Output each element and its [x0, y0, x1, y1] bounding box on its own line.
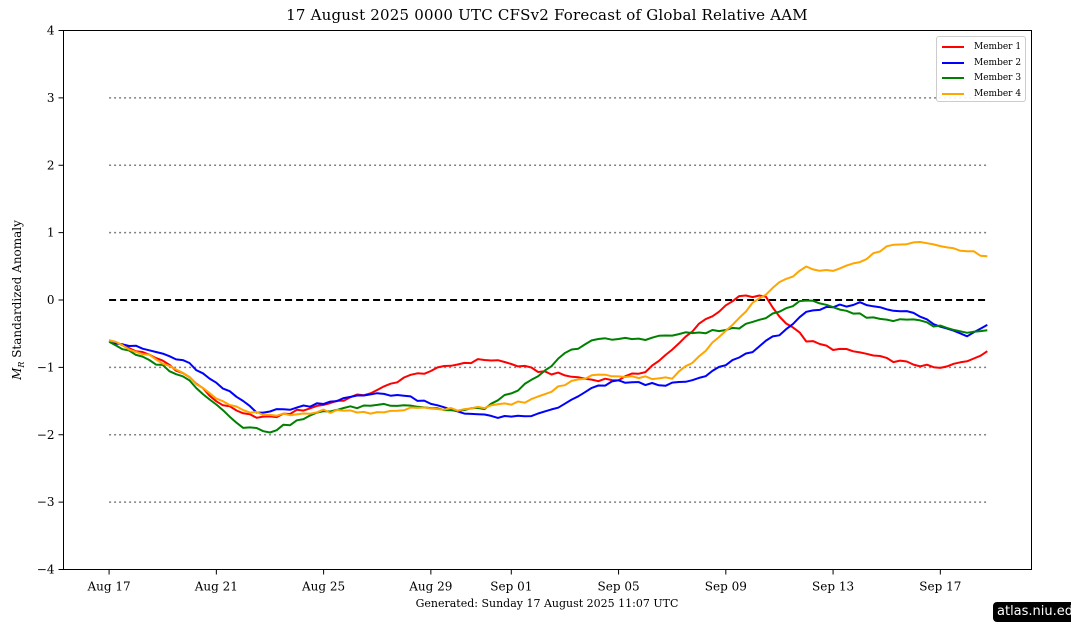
- legend-swatch: [942, 61, 964, 64]
- x-tick-label: Aug 17: [86, 580, 130, 594]
- y-tick-label: −4: [37, 563, 55, 577]
- y-tick-label: −2: [37, 428, 55, 442]
- y-tick-label: 0: [47, 293, 55, 307]
- chart-title: 17 August 2025 0000 UTC CFSv2 Forecast o…: [286, 6, 808, 24]
- legend-item: Member 3: [942, 71, 1021, 85]
- x-tick-label: Sep 05: [598, 580, 640, 594]
- x-tick-label: Sep 17: [919, 580, 961, 594]
- x-tick-label: Sep 09: [705, 580, 747, 594]
- y-tick-label: −1: [37, 360, 55, 374]
- legend-label: Member 4: [974, 88, 1022, 99]
- series-line-member-1: [108, 294, 988, 419]
- legend-item: Member 2: [942, 56, 1021, 70]
- series-layer: [108, 241, 988, 434]
- y-axis-label-symbol: M: [9, 367, 24, 380]
- series-line-member-4: [108, 241, 988, 417]
- legend-item: Member 1: [942, 40, 1021, 54]
- x-tick-label: Sep 01: [490, 580, 532, 594]
- x-tick-label: Sep 13: [812, 580, 854, 594]
- y-axis-label-text: Standardized Anomaly: [9, 220, 24, 362]
- legend-swatch: [942, 46, 964, 48]
- series-line-member-3: [108, 299, 988, 434]
- x-tick-label: Aug 29: [408, 580, 452, 594]
- legend-swatch: [942, 77, 964, 79]
- legend-label: Member 1: [974, 42, 1022, 52]
- series-line-member-2: [108, 301, 988, 419]
- y-tick-label: 1: [47, 226, 55, 240]
- x-tick-label: Aug 21: [194, 580, 238, 594]
- legend-label: Member 3: [974, 73, 1022, 83]
- y-tick-label: 3: [47, 91, 55, 105]
- y-axis-label-subscript: R: [17, 361, 27, 368]
- generated-timestamp: Generated: Sunday 17 August 2025 11:07 U…: [415, 597, 679, 610]
- legend: Member 1 Member 2 Member 3 Member 4: [936, 36, 1026, 102]
- legend-item: Member 4: [942, 87, 1021, 101]
- legend-label: Member 2: [974, 57, 1022, 68]
- y-tick-label: 4: [47, 24, 55, 38]
- x-axis: Aug 17 Aug 21 Aug 25 Aug 29 Sep 01 Sep 05 Sep …: [86, 569, 961, 594]
- y-tick-label: 2: [47, 158, 55, 172]
- reference-lines: [109, 97, 988, 503]
- legend-swatch: [942, 92, 964, 95]
- source-badge[interactable]: atlas.niu.edu: [993, 602, 1071, 622]
- y-axis: 4 3 2 1 0 −1 −2 −3 −4: [37, 24, 64, 577]
- y-tick-label: −3: [37, 495, 55, 509]
- x-tick-label: Aug 25: [301, 580, 345, 594]
